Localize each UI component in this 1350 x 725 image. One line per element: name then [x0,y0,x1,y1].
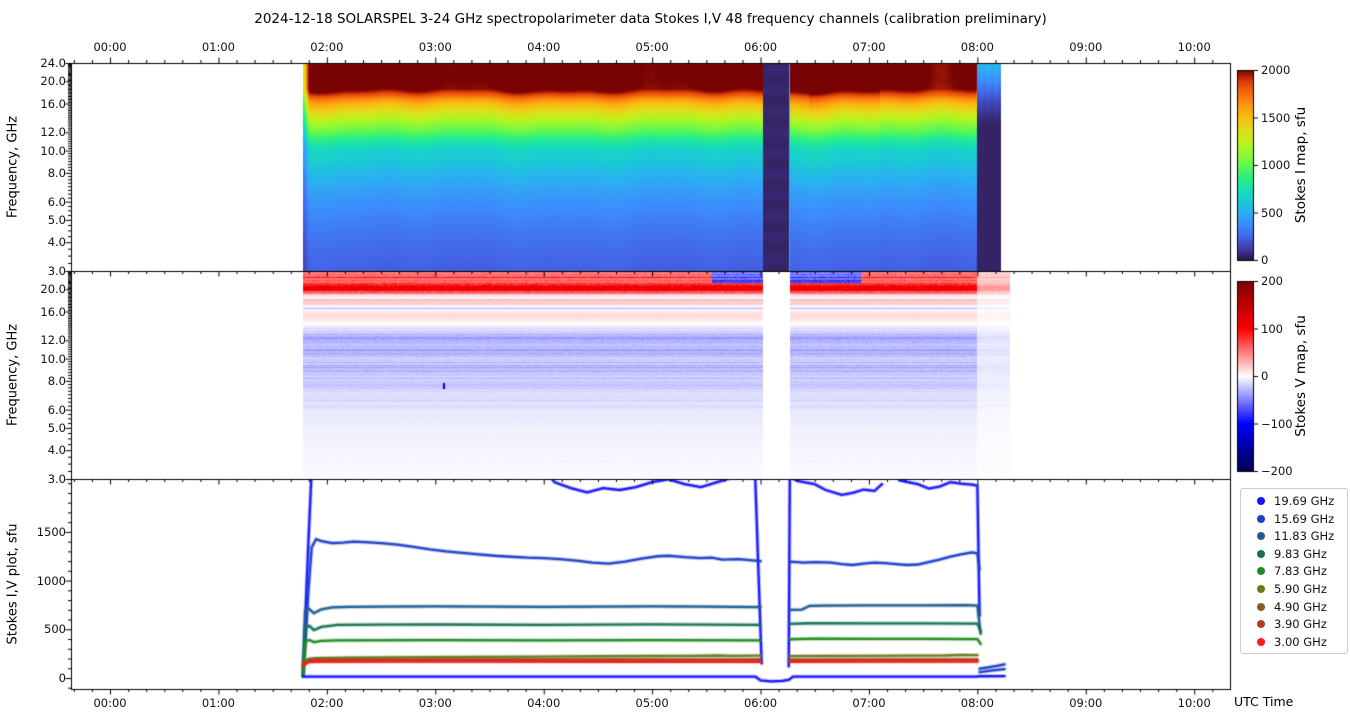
colorbar-i-tick-label: 500 [1261,205,1283,220]
x-tick-label-bottom: 05:00 [635,696,669,710]
legend-entry: 4.90 GHz [1241,600,1347,614]
freq-axis-label-middle: Frequency, GHz [5,323,21,427]
colorbar-i-tick-label: 2000 [1261,63,1291,77]
freq-tick-label-top-panel: 4.0 [47,235,66,250]
legend-label: 9.83 GHz [1274,546,1327,561]
legend-label: 7.83 GHz [1274,564,1327,579]
freq-tick-label-top-panel: 20.0 [40,74,66,89]
legend-label: 15.69 GHz [1274,511,1335,526]
legend-marker-icon [1257,514,1265,523]
freq-tick-label-middle-panel: 5.0 [47,420,66,435]
x-tick-label-top: 09:00 [1069,40,1103,54]
legend-entry: 11.83 GHz [1241,529,1347,543]
flux-axis-label: Stokes I,V plot, sfu [5,523,21,645]
freq-tick-label-top-panel: 16.0 [40,96,66,111]
x-tick-label-top: 08:00 [960,40,994,54]
legend-label: 19.69 GHz [1274,494,1335,508]
freq-tick-label-middle-panel: 16.0 [40,304,66,319]
legend-marker-icon [1257,620,1265,629]
colorbar-i-tick-label: 0 [1261,253,1269,267]
flux-tick-label: 0 [58,670,66,685]
x-tick-label-top: 06:00 [743,40,778,54]
colorbar-i-tick-label: 1000 [1261,158,1291,172]
colorbar-i-tick-label: 1500 [1261,110,1291,125]
flux-tick-label: 500 [44,622,66,637]
x-tick-label-bottom: 09:00 [1069,696,1103,710]
legend-label: 3.00 GHz [1274,634,1327,649]
colorbar-v-tick-label: 200 [1261,274,1283,288]
x-tick-label-bottom: 00:00 [93,696,127,710]
colorbar-v-tick-label: −100 [1261,416,1293,431]
freq-tick-label-top-panel: 12.0 [40,125,66,140]
x-axis-label: UTC Time [1234,694,1294,709]
x-tick-label-bottom: 02:00 [310,696,344,710]
colorbar-v-tick-label: 100 [1261,321,1283,336]
freq-tick-label-top-panel: 24.0 [40,56,66,70]
legend: 19.69 GHz 15.69 GHz 11.83 GHz 9.83 GHz 7.83 … [1240,488,1348,654]
freq-tick-label-middle-panel: 10.0 [40,351,66,366]
x-tick-label-top: 01:00 [201,40,236,54]
legend-marker-icon [1257,584,1265,593]
freq-tick-label-middle-panel: 3.0 [47,472,66,486]
legend-label: 4.90 GHz [1274,599,1327,614]
colorbar-v-tick-label: 0 [1261,369,1269,383]
legend-marker-icon [1257,549,1265,558]
freq-tick-label-top-panel: 5.0 [47,212,66,227]
legend-entry: 15.69 GHz [1241,512,1347,526]
legend-marker-icon [1257,567,1265,576]
freq-tick-label-top-panel: 6.0 [47,194,66,209]
x-tick-label-bottom: 03:00 [418,696,452,710]
x-tick-label-bottom: 04:00 [527,696,561,710]
x-tick-label-top: 07:00 [852,40,886,54]
x-tick-label-top: 04:00 [527,40,561,54]
figure-title: 2024-12-18 SOLARSPEL 3-24 GHz spectropol… [254,11,1047,27]
legend-label: 11.83 GHz [1274,529,1335,544]
colorbar-i-label: Stokes I map, sfu [1293,106,1309,224]
x-tick-label-top: 03:00 [418,40,452,54]
legend-label: 3.90 GHz [1274,617,1327,632]
x-tick-label-top: 02:00 [310,40,344,54]
freq-tick-label-middle-panel: 8.0 [47,373,66,388]
flux-tick-label: 1500 [36,524,66,539]
freq-tick-label-top-panel: 10.0 [40,143,66,158]
freq-tick-label-middle-panel: 20.0 [40,282,66,297]
colorbar-v-tick-label: −200 [1261,464,1293,478]
freq-axis-label-top: Frequency, GHz [5,115,21,219]
legend-marker-icon [1257,532,1265,541]
legend-entry: 9.83 GHz [1241,547,1347,561]
x-tick-label-top: 00:00 [93,40,127,54]
legend-entry: 7.83 GHz [1241,564,1347,578]
legend-entry: 19.69 GHz [1241,494,1347,508]
freq-tick-label-middle-panel: 6.0 [47,402,66,417]
x-tick-label-top: 05:00 [635,40,669,54]
legend-entry: 3.00 GHz [1241,635,1347,649]
freq-tick-label-top-panel: 8.0 [47,165,66,180]
freq-tick-label-top-panel: 3.0 [47,264,66,278]
flux-tick-label: 1000 [36,573,66,588]
x-tick-label-bottom: 01:00 [201,696,236,710]
legend-marker-icon [1257,602,1265,611]
legend-entry: 5.90 GHz [1241,582,1347,596]
x-tick-label-bottom: 08:00 [960,696,994,710]
legend-entry: 3.90 GHz [1241,617,1347,631]
legend-label: 5.90 GHz [1274,581,1327,596]
x-tick-label-top: 10:00 [1177,40,1211,54]
colorbar-v-label: Stokes V map, sfu [1293,315,1309,437]
x-tick-label-bottom: 07:00 [852,696,886,710]
x-tick-label-bottom: 10:00 [1177,696,1211,710]
x-tick-label-bottom: 06:00 [743,696,778,710]
freq-tick-label-middle-panel: 4.0 [47,443,66,458]
freq-tick-label-middle-panel: 12.0 [40,333,66,348]
legend-marker-icon [1257,497,1265,505]
legend-marker-icon [1257,637,1265,646]
